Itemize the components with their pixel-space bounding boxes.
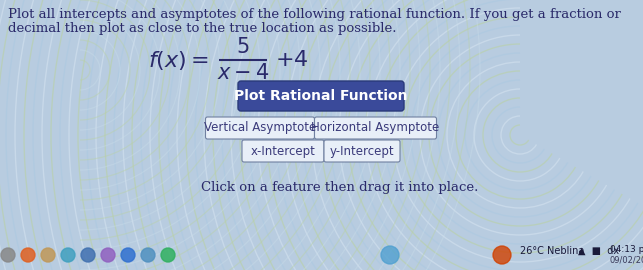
Text: Plot all intercepts and asymptotes of the following rational function. If you ge: Plot all intercepts and asymptotes of th… <box>8 8 621 21</box>
Text: y-Intercept: y-Intercept <box>330 144 394 157</box>
Circle shape <box>121 248 135 262</box>
Text: x-Intercept: x-Intercept <box>251 144 316 157</box>
Circle shape <box>141 248 155 262</box>
Text: $5$: $5$ <box>237 37 249 57</box>
Text: Click on a feature then drag it into place.: Click on a feature then drag it into pla… <box>201 181 478 194</box>
Circle shape <box>81 248 95 262</box>
Text: $x - 4$: $x - 4$ <box>217 63 269 83</box>
Circle shape <box>381 246 399 264</box>
Text: $f(x) =$: $f(x) =$ <box>148 49 209 72</box>
FancyBboxPatch shape <box>324 140 400 162</box>
FancyBboxPatch shape <box>242 140 324 162</box>
Text: ▲  ■  dx: ▲ ■ dx <box>578 246 619 256</box>
FancyBboxPatch shape <box>238 81 404 111</box>
Circle shape <box>161 248 175 262</box>
Text: Horizontal Asymptote: Horizontal Asymptote <box>311 122 440 134</box>
Text: Vertical Asymptote: Vertical Asymptote <box>204 122 316 134</box>
Text: decimal then plot as close to the true location as possible.: decimal then plot as close to the true l… <box>8 22 397 35</box>
Circle shape <box>21 248 35 262</box>
Circle shape <box>101 248 115 262</box>
Text: Plot Rational Function: Plot Rational Function <box>234 89 408 103</box>
Text: 09/02/202: 09/02/202 <box>610 255 643 265</box>
Circle shape <box>41 248 55 262</box>
Text: 26°C Neblina: 26°C Neblina <box>520 246 584 256</box>
Circle shape <box>61 248 75 262</box>
FancyBboxPatch shape <box>206 117 314 139</box>
Text: $+ 4$: $+ 4$ <box>275 50 309 70</box>
Circle shape <box>493 246 511 264</box>
FancyBboxPatch shape <box>314 117 437 139</box>
Circle shape <box>1 248 15 262</box>
Text: 04:13 p. n: 04:13 p. n <box>610 245 643 254</box>
